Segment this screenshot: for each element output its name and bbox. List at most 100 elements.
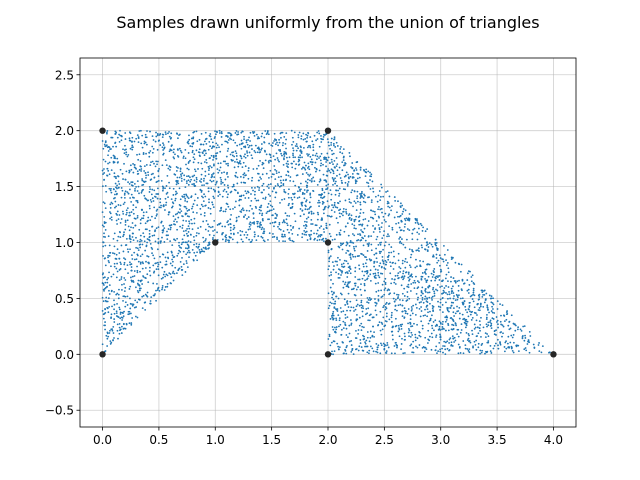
sample-point xyxy=(333,211,336,213)
sample-point xyxy=(339,148,342,150)
sample-point xyxy=(325,227,328,230)
sample-point xyxy=(179,198,182,201)
sample-point xyxy=(171,144,173,147)
sample-point xyxy=(124,268,127,271)
sample-point xyxy=(378,250,381,253)
sample-point xyxy=(330,193,333,196)
sample-point xyxy=(107,311,110,314)
sample-point xyxy=(455,324,457,327)
sample-point xyxy=(123,162,125,165)
sample-point xyxy=(362,338,365,341)
sample-point xyxy=(420,294,423,297)
sample-point xyxy=(435,277,437,280)
sample-point xyxy=(435,336,437,338)
sample-point xyxy=(330,198,333,201)
sample-point xyxy=(114,200,117,203)
sample-point xyxy=(108,284,111,287)
sample-point xyxy=(344,324,347,327)
sample-point xyxy=(319,233,322,236)
sample-point xyxy=(239,229,242,232)
sample-point xyxy=(239,210,242,213)
sample-point xyxy=(119,313,122,315)
sample-point xyxy=(196,140,199,143)
sample-point xyxy=(130,312,132,315)
y-tick-label: 2.5 xyxy=(55,68,74,82)
sample-point xyxy=(443,253,446,256)
sample-point xyxy=(166,230,168,233)
sample-point xyxy=(258,206,261,209)
sample-point xyxy=(232,208,234,210)
sample-point xyxy=(426,250,429,253)
sample-point xyxy=(464,326,467,329)
sample-point xyxy=(185,212,188,215)
sample-point xyxy=(113,312,116,315)
sample-point xyxy=(430,297,433,299)
sample-point xyxy=(438,275,441,277)
sample-point xyxy=(167,213,170,216)
sample-point xyxy=(169,282,172,284)
sample-point xyxy=(131,258,134,260)
sample-point xyxy=(227,205,230,208)
sample-point xyxy=(524,334,526,337)
sample-point xyxy=(191,145,194,148)
sample-point xyxy=(134,189,136,192)
sample-point xyxy=(325,165,327,168)
sample-point xyxy=(203,214,206,217)
sample-point xyxy=(207,207,210,209)
sample-point xyxy=(322,228,325,231)
sample-point xyxy=(170,132,173,135)
sample-point xyxy=(119,168,122,171)
sample-point xyxy=(366,351,369,354)
sample-point xyxy=(302,146,305,149)
sample-point xyxy=(260,135,263,138)
sample-point xyxy=(499,320,502,323)
sample-point xyxy=(165,273,168,276)
sample-point xyxy=(113,308,115,311)
sample-point xyxy=(418,233,420,235)
sample-point xyxy=(422,314,425,317)
sample-point xyxy=(189,176,191,179)
sample-point xyxy=(388,243,391,246)
sample-point xyxy=(333,340,336,343)
sample-point xyxy=(424,336,427,339)
sample-point xyxy=(245,174,247,177)
sample-point xyxy=(452,337,455,340)
sample-point xyxy=(264,196,267,199)
sample-point xyxy=(333,144,335,147)
sample-point xyxy=(209,135,212,138)
sample-point xyxy=(185,180,188,183)
sample-point xyxy=(489,319,492,322)
sample-point xyxy=(201,184,203,187)
sample-point xyxy=(115,219,118,222)
sample-point xyxy=(225,238,227,241)
sample-point xyxy=(366,331,369,333)
sample-point xyxy=(218,146,220,149)
sample-point xyxy=(338,166,341,169)
sample-point xyxy=(246,234,249,236)
sample-point xyxy=(374,298,376,300)
sample-point xyxy=(278,160,280,163)
sample-point xyxy=(296,145,298,148)
sample-point xyxy=(219,193,221,196)
sample-point xyxy=(346,316,349,318)
sample-point xyxy=(503,320,506,323)
sample-point xyxy=(365,345,368,348)
sample-point xyxy=(266,210,269,213)
sample-point xyxy=(127,272,129,275)
sample-point xyxy=(325,222,328,225)
sample-point xyxy=(409,266,412,269)
sample-point xyxy=(161,229,164,232)
sample-point xyxy=(349,252,352,255)
sample-point xyxy=(479,349,482,352)
sample-point xyxy=(145,244,148,247)
sample-point xyxy=(438,254,441,257)
sample-point xyxy=(366,243,369,245)
sample-point xyxy=(397,324,400,327)
sample-point xyxy=(238,204,241,207)
sample-point xyxy=(394,199,397,202)
sample-point xyxy=(163,241,166,243)
sample-point xyxy=(356,255,359,257)
sample-point xyxy=(240,157,243,160)
sample-point xyxy=(308,153,310,156)
sample-point xyxy=(176,220,178,223)
